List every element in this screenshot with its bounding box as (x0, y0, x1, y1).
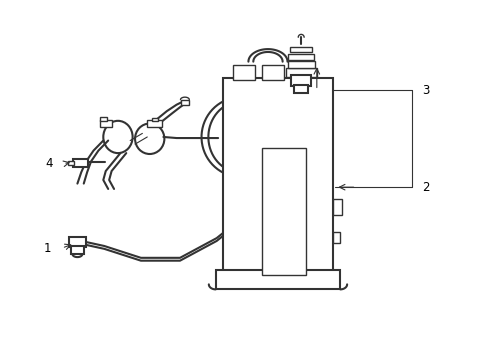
Bar (73, 159, 88, 167)
Bar (68, 161, 74, 165)
Bar (147, 121, 162, 127)
Bar (242, 208, 250, 218)
Text: 4: 4 (46, 157, 53, 170)
Bar (333, 232, 340, 243)
Bar (288, 61, 315, 68)
Bar (244, 217, 248, 221)
Text: 2: 2 (422, 181, 430, 194)
Bar (71, 246, 84, 254)
Bar (223, 78, 333, 275)
Bar (69, 237, 86, 247)
Bar (286, 68, 317, 77)
Bar (291, 46, 312, 52)
Bar (216, 270, 340, 289)
Text: 1: 1 (43, 242, 51, 255)
Bar (233, 65, 255, 80)
Bar (294, 85, 308, 93)
Bar (292, 75, 311, 86)
Text: 3: 3 (422, 84, 429, 97)
Bar (333, 199, 342, 215)
Bar (100, 117, 107, 121)
Bar (289, 54, 314, 60)
Bar (152, 118, 158, 121)
Bar (100, 121, 112, 127)
Bar (180, 100, 189, 105)
Bar (262, 148, 306, 275)
Bar (262, 65, 284, 80)
